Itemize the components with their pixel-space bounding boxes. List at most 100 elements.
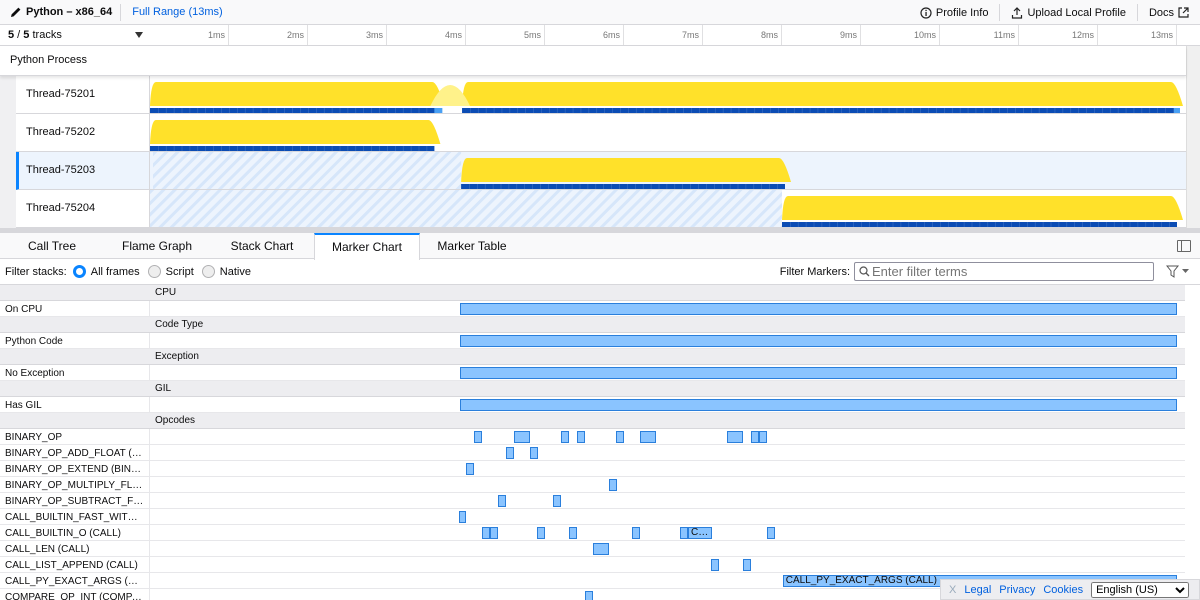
process-track-python[interactable]: Python Process [0,46,1186,76]
marker[interactable] [560,431,569,443]
dropdown-triangle-icon[interactable] [135,32,143,38]
sample-tick [260,108,262,113]
tab-flame-graph[interactable]: Flame Graph [121,239,193,253]
sample-tick [418,146,420,151]
marker[interactable] [759,431,767,443]
marker[interactable] [498,495,507,507]
sample-tick [189,108,191,113]
marker-chart[interactable]: CPU On CPU Code Type Python Code Exception No… [0,285,1185,600]
sample-tick [762,108,763,113]
marker[interactable] [639,431,657,443]
sample-tick [418,108,420,113]
sample-bar [461,184,785,189]
sample-tick [849,108,850,113]
marker[interactable] [459,367,1177,379]
sample-tick [410,146,412,151]
sample-tick [260,146,262,151]
sample-tick [1019,222,1020,227]
language-select[interactable]: English (US) [1091,581,1190,598]
thread-track[interactable]: Thread-75203 [16,152,1186,190]
sample-tick [501,108,503,113]
thread-activity-graph[interactable] [150,190,1186,227]
marker[interactable] [608,479,617,491]
marker[interactable] [568,527,578,539]
upload-label: Upload Local Profile [1027,6,1126,19]
marker[interactable] [466,463,474,475]
sample-tick [308,146,309,151]
marker[interactable] [459,399,1177,411]
sample-tick [1141,108,1143,113]
sample-tick [1066,222,1068,227]
footer-close-button[interactable]: X [949,583,957,596]
marker-row: BINARY_OP_MULTIPLY_FL… [0,477,1185,493]
marker[interactable] [459,335,1177,347]
sample-tick [197,108,199,113]
filter-funnel-icon[interactable] [1166,265,1190,278]
marker[interactable] [680,527,688,539]
sample-tick [485,108,487,113]
radio-native[interactable] [201,265,215,278]
marker-group-header: Exception [0,349,1185,365]
marker[interactable] [537,527,545,539]
thread-activity-graph[interactable] [153,152,1189,189]
marker[interactable] [506,447,515,459]
time-tick: 4ms [387,25,466,45]
marker[interactable] [743,559,752,571]
radio-script[interactable] [147,265,161,278]
marker[interactable] [726,431,744,443]
marker[interactable] [552,495,561,507]
marker-row-label: On CPU [0,301,150,317]
marker[interactable] [529,447,538,459]
legal-link[interactable]: Legal [964,583,992,596]
thread-activity-graph[interactable] [150,114,1186,151]
thread-activity-graph[interactable] [150,76,1186,113]
all-frames-label: All frames [90,265,140,278]
marker[interactable] [489,527,499,539]
sample-tick [619,184,620,189]
sample-tick [308,108,309,113]
panel-splitter[interactable] [0,228,1200,233]
tab-marker-table[interactable]: Marker Table [437,239,507,253]
profile-name-button[interactable]: Python – x86_64 [0,3,122,21]
sample-tick [995,222,996,227]
sample-tick [395,146,396,151]
marker[interactable] [458,511,466,523]
marker[interactable] [459,303,1177,315]
track-count-button[interactable]: 5 / 5 tracks [8,29,62,41]
sample-tick [963,222,965,227]
sidebar-toggle-icon[interactable] [1177,240,1191,252]
sample-tick [892,222,894,227]
marker[interactable] [616,431,624,443]
privacy-link[interactable]: Privacy [999,583,1036,596]
marker[interactable] [577,431,586,443]
marker-row-label: BINARY_OP_EXTEND (BINA… [0,461,150,477]
marker[interactable] [481,527,490,539]
marker[interactable] [710,559,719,571]
marker[interactable] [473,431,482,443]
thread-track[interactable]: Thread-75204 [16,190,1186,228]
marker[interactable]: C… [687,527,712,539]
tab-marker-chart[interactable]: Marker Chart [314,233,420,260]
tracks-scrollbar[interactable] [1186,46,1200,228]
profile-info-button[interactable]: Profile Info [909,4,1000,21]
marker-filter-input[interactable] [854,262,1154,281]
docs-link[interactable]: Docs [1136,4,1200,21]
cookies-link[interactable]: Cookies [1043,583,1084,596]
sample-tick [1117,108,1119,113]
radio-all-frames[interactable] [72,265,86,278]
marker[interactable] [514,431,530,443]
marker[interactable] [766,527,775,539]
sample-tick [987,222,989,227]
marker[interactable] [631,527,640,539]
tab-stack-chart[interactable]: Stack Chart [230,239,294,253]
thread-track[interactable]: Thread-75201 [16,76,1186,114]
thread-track[interactable]: Thread-75202 [16,114,1186,152]
marker[interactable] [751,431,760,443]
marker[interactable] [585,591,594,600]
sample-tick [714,184,715,189]
marker[interactable] [593,543,609,555]
upload-button[interactable]: Upload Local Profile [999,4,1136,21]
tab-call-tree[interactable]: Call Tree [27,239,77,253]
marker-row: BINARY_OP_EXTEND (BINA… [0,461,1185,477]
full-range-breadcrumb[interactable]: Full Range (13ms) [132,6,223,18]
